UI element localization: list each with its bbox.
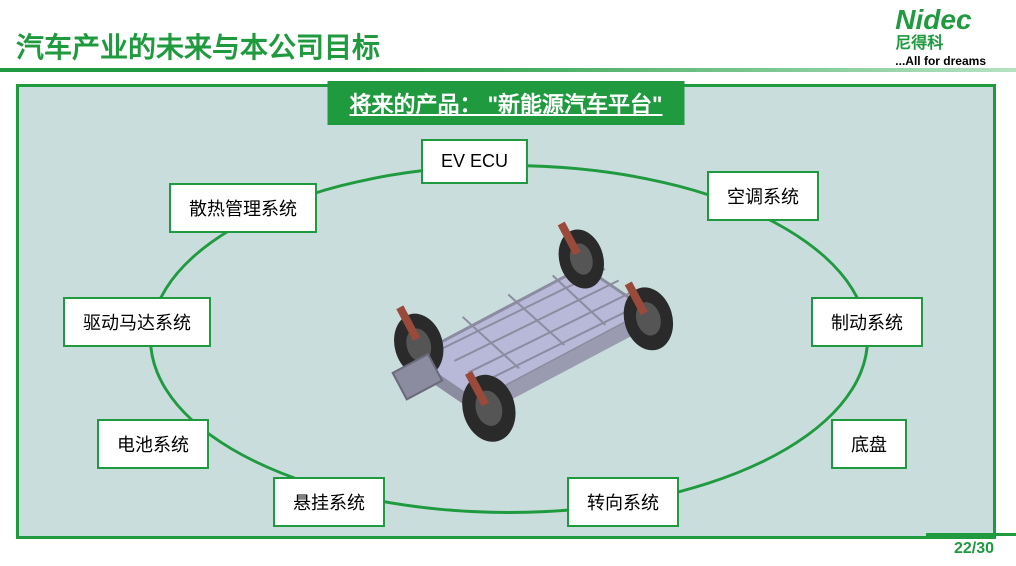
node-brake: 制动系统 — [811, 297, 923, 347]
node-battery: 电池系统 — [97, 419, 209, 469]
banner-title: 将来的产品： "新能源汽车平台" — [328, 81, 685, 125]
node-ev-ecu: EV ECU — [421, 139, 528, 184]
logo-brand: Nidec — [895, 6, 986, 34]
page-title: 汽车产业的未来与本公司目标 — [16, 26, 380, 66]
node-thermal: 散热管理系统 — [169, 183, 317, 233]
node-steering: 转向系统 — [567, 477, 679, 527]
node-chassis-n: 底盘 — [831, 419, 907, 469]
node-drive-motor: 驱动马达系统 — [63, 297, 211, 347]
ev-chassis-illustration — [349, 217, 689, 447]
logo: Nidec 尼得科 ...All for dreams — [895, 6, 986, 70]
diagram-frame: 将来的产品： "新能源汽车平台" — [16, 84, 996, 539]
divider-gradient — [0, 68, 1016, 72]
page-current: 22 — [954, 540, 972, 557]
page-number-bar — [926, 533, 1016, 536]
logo-cn: 尼得科 — [895, 34, 986, 53]
node-aircon: 空调系统 — [707, 171, 819, 221]
page-total: 30 — [976, 540, 994, 557]
slide: 汽车产业的未来与本公司目标 Nidec 尼得科 ...All for dream… — [0, 0, 1016, 566]
page-number: 22/30 — [954, 540, 994, 558]
node-suspension: 悬挂系统 — [273, 477, 385, 527]
